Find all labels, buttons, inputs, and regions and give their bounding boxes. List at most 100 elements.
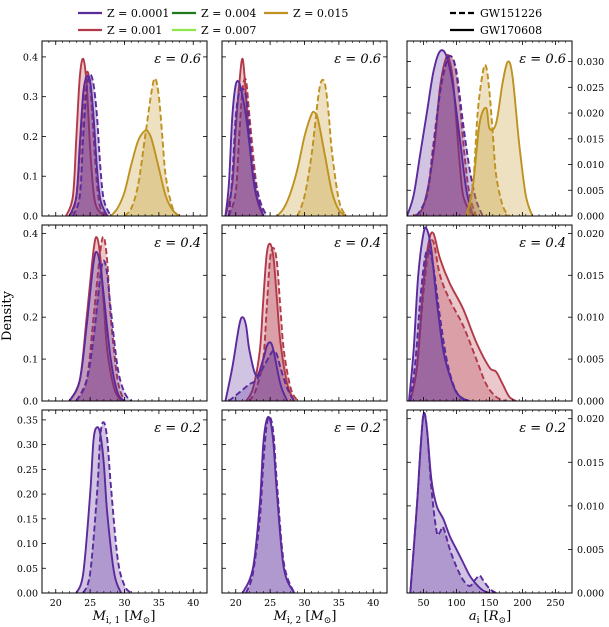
density-line-z00001-gw151226	[75, 259, 133, 401]
x-axis-label-m2: Mi, 2 [M⊙]	[273, 609, 337, 626]
density-line-z0001-gw170608	[65, 57, 105, 216]
legend-entry-0001: Z = 0.001	[78, 24, 162, 37]
density-area-z00001-gw151226	[416, 55, 483, 216]
series-layer	[224, 242, 299, 401]
y-tick-label: 0.020	[577, 414, 604, 425]
legend-entry-0004: Z = 0.004	[172, 7, 256, 20]
density-area-z00001-gw170608	[410, 412, 490, 593]
y-tick-label: 0.2	[23, 132, 38, 143]
y-tick-label: 0.05	[17, 564, 38, 575]
y-tick-label: 0.000	[577, 589, 604, 600]
y-tick-label: 0.3	[23, 271, 38, 282]
density-line-z00001-gw170608	[75, 426, 122, 593]
panel-frame	[41, 409, 208, 594]
density-area-z0001-gw170608	[410, 232, 516, 401]
epsilon-label: ε = 0.4	[154, 236, 201, 251]
density-area-z0001-gw151226	[76, 236, 125, 401]
y-tick-label: 0.4	[23, 229, 38, 240]
legend-label: Z = 0.001	[107, 24, 162, 37]
density-area-z00001-gw170608	[225, 80, 264, 216]
density-area-z00001-gw151226	[83, 422, 132, 593]
y-tick-label: 0.015	[577, 271, 604, 282]
x-axis-label-a: ai [R⊙]	[469, 609, 511, 626]
legend-entry-00001: Z = 0.0001	[78, 7, 169, 20]
legend-entry-gw170608: GW170608	[450, 24, 542, 37]
y-tick-label: 0.020	[577, 229, 604, 240]
y-tick-label: 0.25	[17, 465, 38, 476]
series-layer	[241, 415, 296, 593]
epsilon-label: ε = 0.4	[334, 236, 381, 251]
panel-r0-c2: 0.000 0.005 0.010 0.015 0.020 0.025 0.030 ε = 0…	[406, 40, 604, 223]
y-tick-label: 0.000	[577, 212, 604, 223]
density-line-z0015-gw151226	[123, 77, 181, 216]
series-layer	[408, 226, 517, 401]
legend-label: Z = 0.0001	[107, 7, 169, 20]
y-tick-label: 0.005	[577, 355, 604, 366]
density-area-z00001-gw151226	[72, 74, 111, 216]
density-area-z0015-gw170608	[466, 61, 533, 216]
panel-r0-c0: 0.0 0.1 0.2 0.3 0.4 ε = 0.6	[23, 40, 208, 223]
legend-entry-0007: Z = 0.007	[172, 24, 256, 37]
series-layer	[409, 411, 497, 593]
y-tick-label: 0.030	[577, 57, 604, 68]
y-tick-label: 0.010	[577, 501, 604, 512]
density-area-z00001-gw151226	[410, 249, 467, 401]
x-axis-label-m1: Mi, 1 [M⊙]	[92, 609, 156, 626]
density-area-z0001-gw151226	[69, 71, 108, 216]
density-line-z00001-gw170608	[409, 412, 490, 593]
panel-grid: 0.00.10.20.30.4 ε = 0.6 ε = 0.60.0000.0050…	[17, 40, 604, 609]
density-area-z0015-gw151226	[297, 79, 346, 216]
x-tick-label: 200	[513, 598, 531, 609]
epsilon-label: ε = 0.6	[334, 52, 381, 67]
density-area-z00001-gw170608	[408, 227, 470, 401]
series-layer	[407, 49, 534, 216]
series-layer	[75, 421, 133, 593]
y-tick-label: 0.15	[17, 514, 38, 525]
density-line-z0015-gw170608	[110, 129, 181, 216]
panel-r1-c0: 0.0 0.1 0.2 0.3 0.4 ε = 0.4	[23, 224, 208, 408]
x-tick-label: 35	[153, 598, 165, 609]
density-line-z00001-gw151226	[409, 248, 467, 401]
panel-r0-c1: ε = 0.6	[221, 40, 388, 217]
x-tick-label: 150	[480, 598, 498, 609]
density-line-z0015-gw170608	[276, 110, 347, 216]
legend-entry-0015: Z = 0.015	[264, 7, 348, 20]
density-area-z00001-gw170608	[407, 50, 473, 216]
x-tick-label: 50	[417, 598, 429, 609]
x-tick-label: 20	[50, 598, 62, 609]
y-tick-label: 0.4	[23, 52, 38, 63]
density-area-z00001-gw151226	[246, 416, 295, 593]
x-tick-label: 30	[298, 598, 310, 609]
density-line-z00001-gw151226	[72, 73, 112, 216]
density-line-z00001-gw151226	[245, 415, 296, 593]
legend: Z = 0.0001 Z = 0.001 Z = 0.004 Z = 0.007 Z =…	[78, 7, 542, 37]
series-layer	[224, 57, 347, 216]
density-area-z00001-gw151226	[410, 412, 497, 593]
density-line-z0001-gw151226	[75, 235, 126, 401]
x-tick-label: 20	[230, 598, 242, 609]
y-tick-label: 0.010	[577, 160, 604, 171]
x-tick-label: 250	[546, 598, 564, 609]
density-line-z00001-gw170608	[68, 74, 109, 216]
y-tick-label: 0.3	[23, 92, 38, 103]
epsilon-label: ε = 0.6	[519, 52, 566, 67]
legend-label: Z = 0.007	[201, 24, 256, 37]
y-tick-label: 0.1	[23, 355, 38, 366]
density-line-z0001-gw151226	[248, 246, 299, 401]
y-tick-label: 0.00	[17, 589, 38, 600]
density-line-z00001-gw170608	[68, 250, 126, 401]
density-line-z0015-gw170608	[465, 60, 534, 216]
legend-label: GW151226	[480, 7, 542, 20]
legend-label: Z = 0.004	[201, 7, 256, 20]
panel-frame	[41, 224, 208, 402]
panel-r2-c1: 20 25 30 35 40 ε = 0.2	[221, 409, 388, 609]
panel-frame	[221, 409, 388, 594]
x-tick-label: 40	[187, 598, 199, 609]
legend-label: GW170608	[480, 24, 542, 37]
y-tick-label: 0.025	[577, 83, 604, 94]
y-tick-label: 0.020	[577, 109, 604, 120]
epsilon-label: ε = 0.6	[154, 52, 201, 67]
y-tick-label: 0.005	[577, 186, 604, 197]
density-area-z0015-gw170608	[277, 111, 346, 216]
density-line-z0015-gw151226	[296, 78, 347, 216]
